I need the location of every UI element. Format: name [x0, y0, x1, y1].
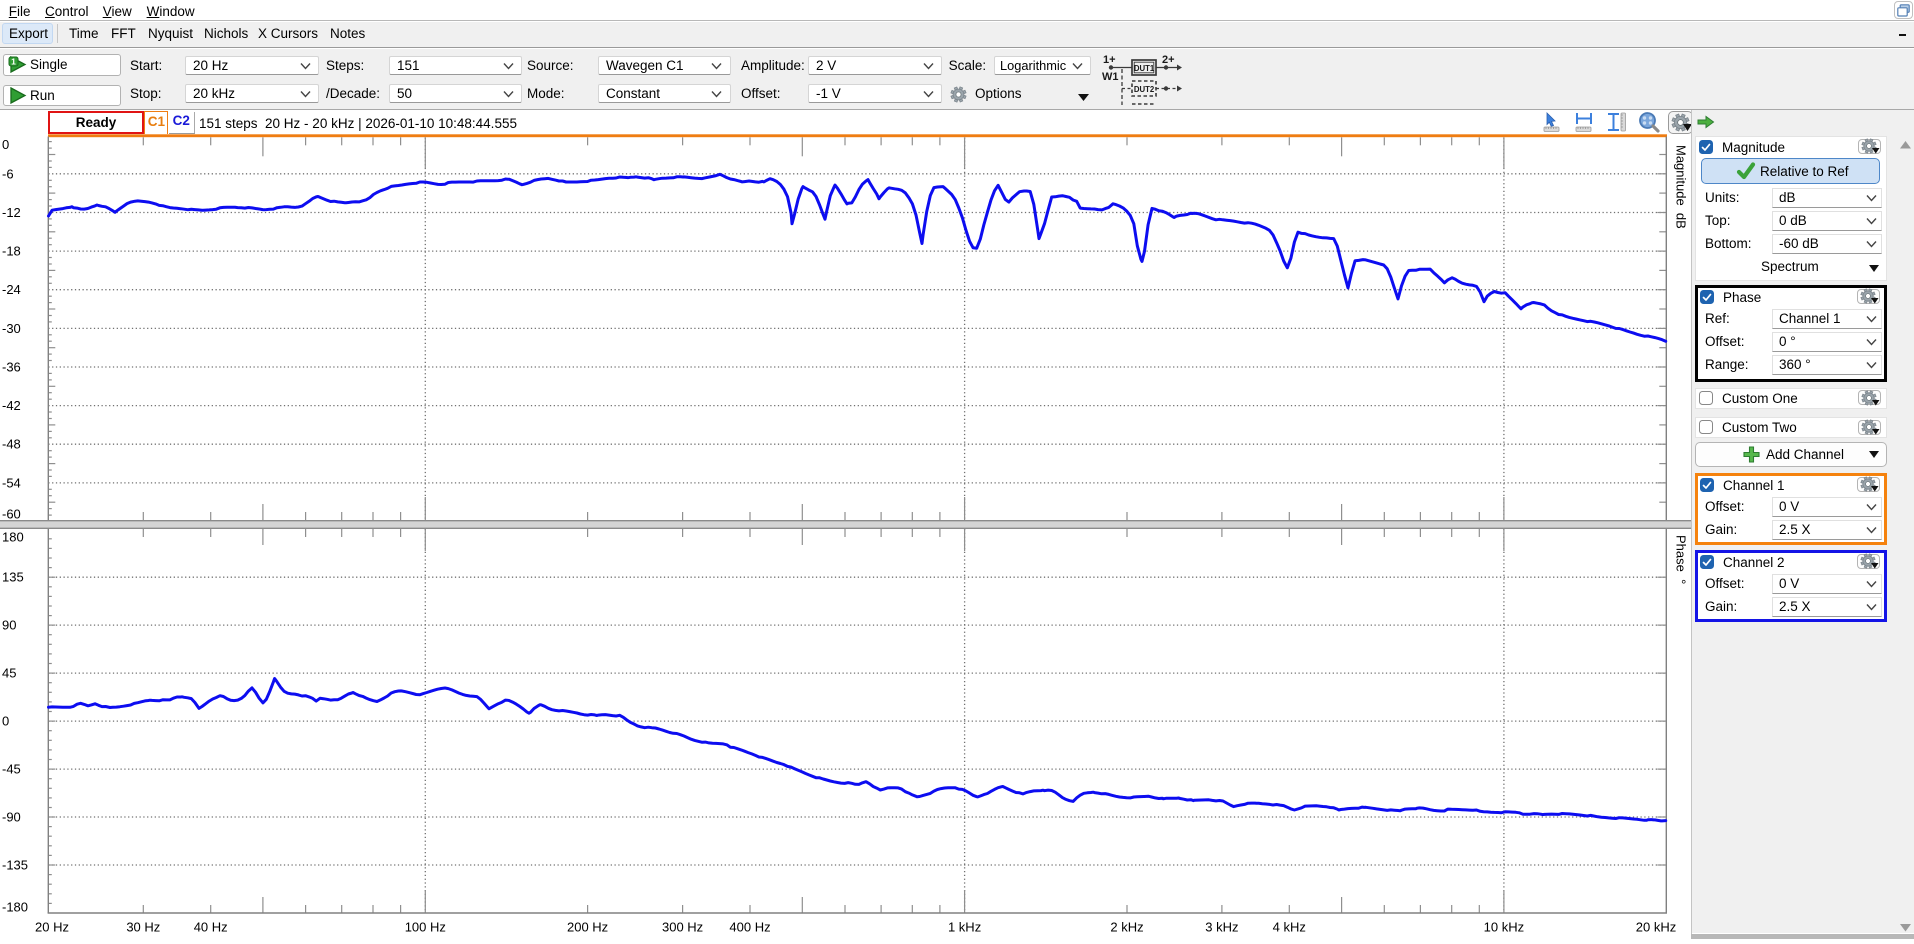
svg-text:1: 1	[11, 57, 16, 67]
svg-text:10 kHz: 10 kHz	[1484, 920, 1524, 935]
svg-text:300 Hz: 300 Hz	[662, 920, 703, 935]
svg-text:W1: W1	[1102, 71, 1119, 83]
svg-text:DUT1: DUT1	[1134, 64, 1155, 73]
svg-text:-45: -45	[2, 762, 21, 777]
svg-text:135: 135	[2, 570, 24, 585]
svg-text:Phase °: Phase °	[1674, 535, 1689, 584]
svg-text:45: 45	[2, 666, 16, 681]
svg-text:0: 0	[2, 714, 9, 729]
svg-text:180: 180	[2, 530, 24, 545]
svg-text:1+: 1+	[1103, 54, 1116, 66]
svg-text:200 Hz: 200 Hz	[567, 920, 608, 935]
svg-text:2 kHz: 2 kHz	[1110, 920, 1143, 935]
svg-text:-24: -24	[2, 282, 21, 297]
svg-text:90: 90	[2, 618, 16, 633]
svg-text:-60: -60	[2, 507, 21, 522]
svg-text:DUT2: DUT2	[1134, 85, 1155, 94]
svg-text:-48: -48	[2, 437, 21, 452]
svg-text:-135: -135	[2, 858, 28, 873]
svg-text:-54: -54	[2, 475, 21, 490]
svg-text:-180: -180	[2, 900, 28, 915]
svg-text:-36: -36	[2, 360, 21, 375]
svg-text:30 Hz: 30 Hz	[126, 920, 160, 935]
svg-text:-90: -90	[2, 810, 21, 825]
svg-text:1 kHz: 1 kHz	[948, 920, 981, 935]
svg-text:-18: -18	[2, 244, 21, 259]
svg-text:-42: -42	[2, 398, 21, 413]
svg-text:Magnitude dB: Magnitude dB	[1674, 145, 1689, 229]
svg-text:2+: 2+	[1162, 54, 1175, 66]
svg-text:-6: -6	[2, 166, 14, 181]
svg-text:20 kHz: 20 kHz	[1636, 920, 1676, 935]
svg-text:-30: -30	[2, 321, 21, 336]
svg-text:4 kHz: 4 kHz	[1273, 920, 1306, 935]
svg-text:-12: -12	[2, 205, 21, 220]
svg-text:0: 0	[2, 137, 9, 152]
svg-text:40 Hz: 40 Hz	[194, 920, 228, 935]
svg-text:3 kHz: 3 kHz	[1205, 920, 1238, 935]
svg-text:100 Hz: 100 Hz	[405, 920, 446, 935]
svg-text:20 Hz: 20 Hz	[35, 920, 69, 935]
svg-text:400 Hz: 400 Hz	[729, 920, 770, 935]
